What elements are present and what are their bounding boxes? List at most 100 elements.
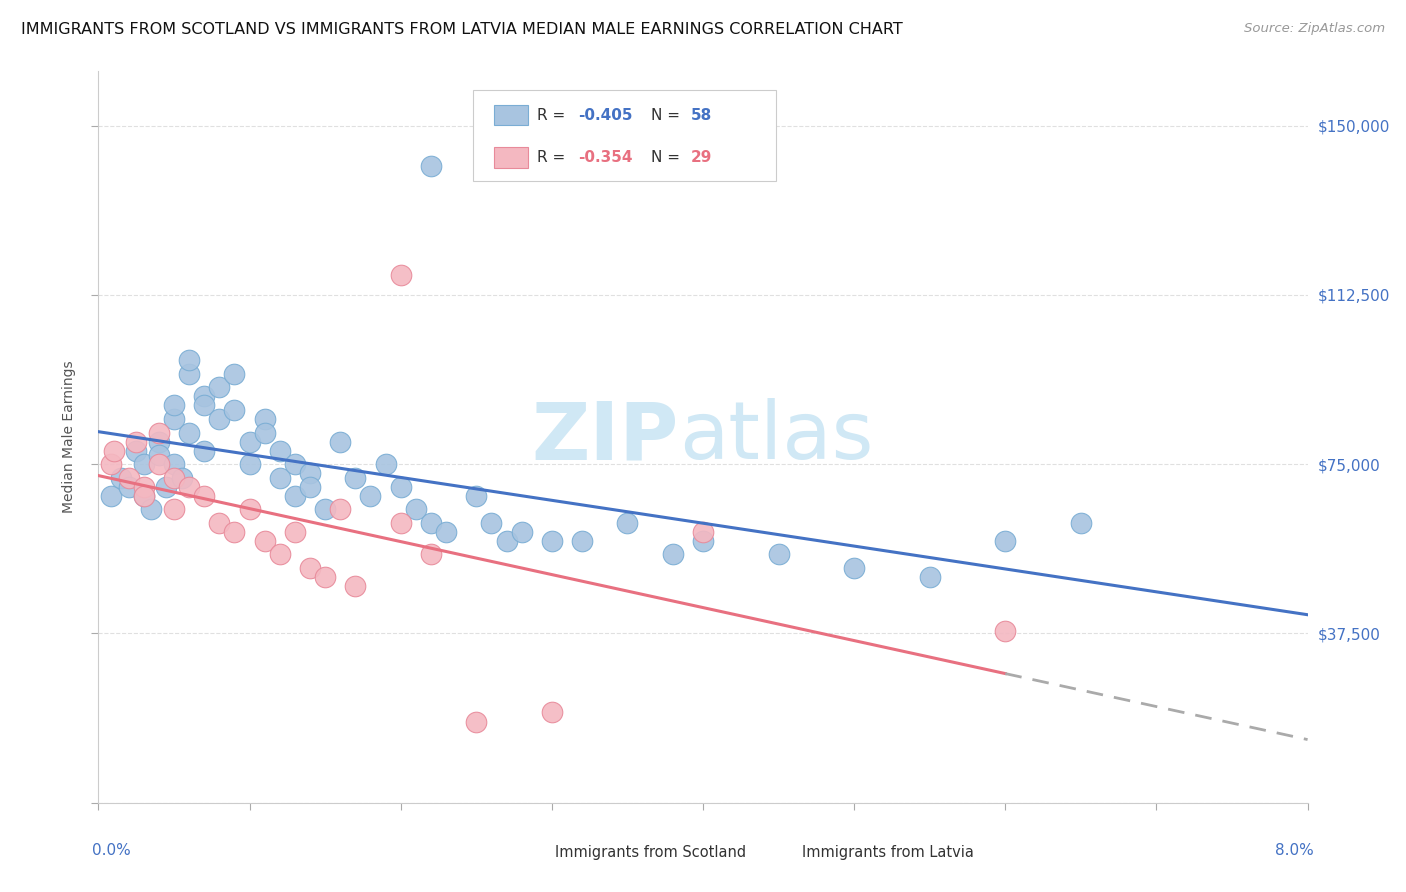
Point xyxy=(179,425,201,440)
Point xyxy=(253,425,276,440)
Text: R =: R = xyxy=(537,150,571,165)
Point xyxy=(1070,516,1092,530)
Text: Immigrants from Scotland: Immigrants from Scotland xyxy=(555,845,747,860)
Point xyxy=(692,524,714,539)
Point xyxy=(844,561,866,575)
Point xyxy=(148,448,170,462)
Point xyxy=(155,480,177,494)
Point xyxy=(118,480,141,494)
Point xyxy=(269,548,291,562)
Point xyxy=(132,489,155,503)
Text: 8.0%: 8.0% xyxy=(1275,843,1313,858)
Point xyxy=(420,516,443,530)
Point xyxy=(389,268,412,282)
Point xyxy=(132,480,155,494)
Text: R =: R = xyxy=(537,108,571,123)
Point xyxy=(132,457,155,471)
Point xyxy=(314,570,336,584)
Text: 29: 29 xyxy=(690,150,713,165)
Point xyxy=(510,524,533,539)
FancyBboxPatch shape xyxy=(474,90,776,181)
Y-axis label: Median Male Earnings: Median Male Earnings xyxy=(62,360,76,514)
Point xyxy=(692,533,714,548)
Point xyxy=(420,548,443,562)
Point xyxy=(193,399,215,413)
Point xyxy=(329,502,352,516)
Point xyxy=(465,489,488,503)
Point xyxy=(239,457,262,471)
Point xyxy=(103,443,125,458)
Point xyxy=(284,489,307,503)
Point xyxy=(100,489,122,503)
FancyBboxPatch shape xyxy=(516,842,550,863)
Point xyxy=(193,489,215,503)
Point xyxy=(239,502,262,516)
Point xyxy=(299,561,322,575)
Point xyxy=(374,457,396,471)
Point xyxy=(269,443,291,458)
Point xyxy=(284,457,307,471)
Point xyxy=(163,399,186,413)
Text: IMMIGRANTS FROM SCOTLAND VS IMMIGRANTS FROM LATVIA MEDIAN MALE EARNINGS CORRELAT: IMMIGRANTS FROM SCOTLAND VS IMMIGRANTS F… xyxy=(21,22,903,37)
Text: -0.354: -0.354 xyxy=(578,150,633,165)
Point xyxy=(208,412,231,426)
Point xyxy=(208,380,231,394)
Text: Source: ZipAtlas.com: Source: ZipAtlas.com xyxy=(1244,22,1385,36)
Text: N =: N = xyxy=(651,150,685,165)
Point xyxy=(994,533,1017,548)
Point xyxy=(299,480,322,494)
Point xyxy=(163,457,186,471)
Point xyxy=(148,434,170,449)
Point xyxy=(284,524,307,539)
Point xyxy=(239,434,262,449)
Point xyxy=(918,570,941,584)
Text: N =: N = xyxy=(651,108,685,123)
Point xyxy=(768,548,790,562)
Text: 58: 58 xyxy=(690,108,713,123)
Point xyxy=(125,434,148,449)
Point xyxy=(344,579,367,593)
Point xyxy=(495,533,517,548)
Point xyxy=(163,412,186,426)
FancyBboxPatch shape xyxy=(494,147,527,168)
Point xyxy=(994,624,1017,639)
Point xyxy=(253,412,276,426)
Point xyxy=(170,471,193,485)
Point xyxy=(100,457,122,471)
Text: ZIP: ZIP xyxy=(531,398,679,476)
FancyBboxPatch shape xyxy=(763,842,797,863)
Point xyxy=(540,533,562,548)
Point xyxy=(616,516,638,530)
Text: atlas: atlas xyxy=(679,398,873,476)
Point xyxy=(141,502,163,516)
FancyBboxPatch shape xyxy=(494,105,527,126)
Point xyxy=(179,480,201,494)
Point xyxy=(163,471,186,485)
Point xyxy=(269,471,291,485)
Point xyxy=(208,516,231,530)
Point xyxy=(193,389,215,403)
Point xyxy=(125,443,148,458)
Point xyxy=(405,502,427,516)
Point xyxy=(389,480,412,494)
Point xyxy=(118,471,141,485)
Point xyxy=(571,533,593,548)
Point xyxy=(465,714,488,729)
Point xyxy=(299,466,322,480)
Point xyxy=(179,367,201,381)
Point xyxy=(193,443,215,458)
Point xyxy=(360,489,382,503)
Point xyxy=(163,502,186,516)
Text: Immigrants from Latvia: Immigrants from Latvia xyxy=(803,845,974,860)
Point xyxy=(253,533,276,548)
Point xyxy=(132,489,155,503)
Point xyxy=(148,425,170,440)
Point xyxy=(179,353,201,368)
Point xyxy=(420,159,443,173)
Point xyxy=(224,403,246,417)
Point xyxy=(344,471,367,485)
Point xyxy=(110,471,132,485)
Point xyxy=(148,457,170,471)
Point xyxy=(434,524,457,539)
Point xyxy=(224,367,246,381)
